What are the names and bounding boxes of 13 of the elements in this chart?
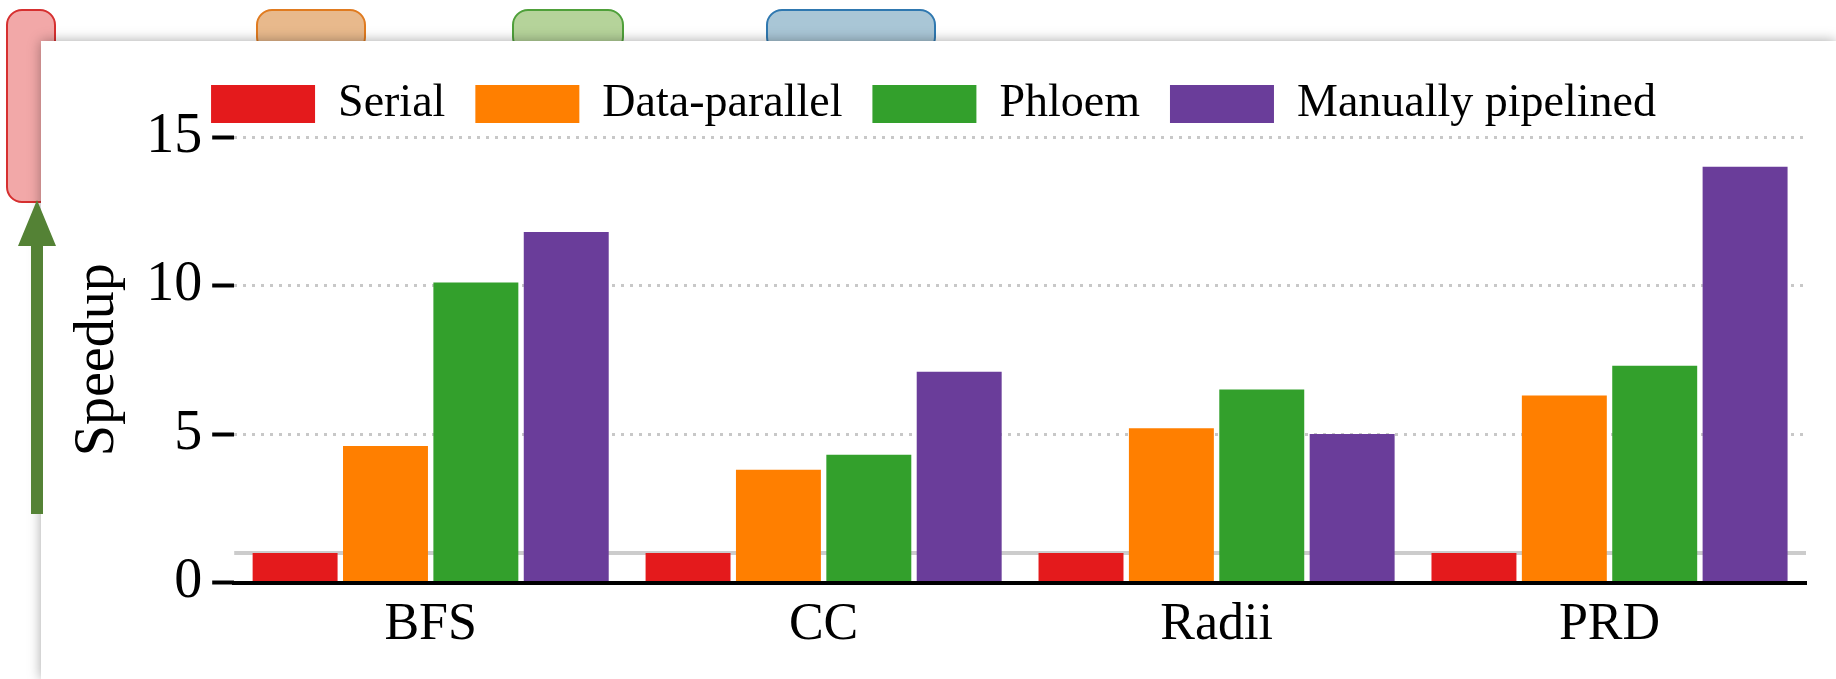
legend-label: Serial (338, 75, 446, 127)
y-tick-label: 5 (174, 398, 203, 461)
y-tick-label: 10 (146, 250, 203, 313)
legend-label: Manually pipelined (1296, 75, 1656, 127)
x-tick-label: CC (788, 593, 859, 651)
y-tick-label: 0 (174, 547, 203, 610)
x-tick-label: PRD (1558, 593, 1661, 651)
legend-label: Phloem (999, 75, 1141, 127)
y-axis-title: Speedup (63, 263, 126, 457)
x-tick-label: Radii (1160, 593, 1273, 651)
legend-label: Data-parallel (602, 75, 843, 127)
x-tick-label: BFS (384, 593, 477, 651)
y-tick-label: 15 (146, 101, 203, 164)
